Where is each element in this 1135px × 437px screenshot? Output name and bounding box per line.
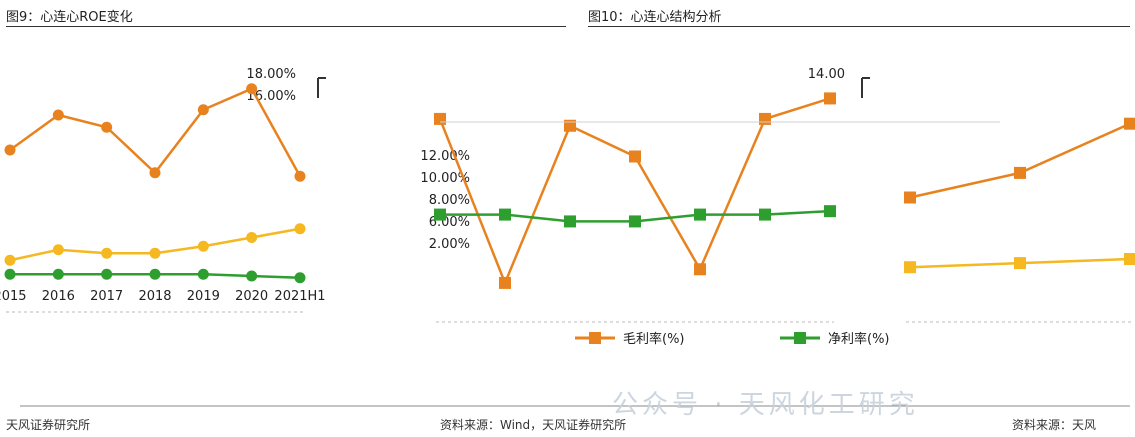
chart-0-category-label: 2019 [187, 289, 220, 304]
chart-0-series-2-point [4, 268, 16, 280]
chart-0-category-label: 2015 [0, 289, 27, 304]
mid-source-note: 资料来源：Wind，天风证券研究所 [440, 418, 627, 432]
chart-0-series-2-point [101, 268, 113, 280]
chart-0-category-label: 2021H1 [274, 289, 325, 304]
chart-0-series-2-point [246, 270, 258, 282]
chart-0-series-2-point [149, 268, 161, 280]
chart-0-series-1-point [101, 247, 113, 259]
legend-1-swatch-marker [794, 332, 806, 344]
chart-1-ytick-label: 8.00% [429, 193, 470, 208]
chart-1-series-1-point [499, 208, 511, 221]
chart-2-series-0-point [1124, 117, 1135, 130]
right-source-note: 资料来源：天风 [1012, 418, 1097, 432]
chart-2-series-1-point [1014, 257, 1026, 270]
left-source-note: 天风证券研究所 [6, 418, 91, 432]
left-title-rule [6, 26, 566, 27]
chart-1-ytick-label: 2.00% [429, 237, 470, 252]
chart-0-series-0-point [4, 144, 16, 156]
watermark-text: 公众号 · 天风化工研究 [612, 390, 919, 420]
right-title-rule [588, 26, 1130, 27]
chart-0-category-label: 2020 [235, 289, 268, 304]
chart-0-series-0-point [246, 83, 258, 95]
chart-1-series-0-line [438, 97, 831, 287]
chart-0-series-0-point [149, 167, 161, 179]
chart-0-series-1-point [4, 254, 16, 266]
chart-1-series-0-point [499, 276, 511, 289]
chart-0-series-2-point [197, 268, 209, 280]
chart-0-series-2-point [52, 268, 64, 280]
chart-2-series-0-point [1014, 166, 1026, 179]
chart-1-ytick-label: 12.00% [420, 149, 470, 164]
chart-0-series-0-point [197, 104, 209, 116]
left-figure-title: 图9：心连心ROE变化 [6, 10, 133, 25]
chart-1-series-0-point [759, 112, 771, 125]
chart-2-series-0-line [909, 122, 1131, 199]
chart-0-series-1-point [246, 232, 258, 243]
chart-1-series-1-point [434, 208, 446, 221]
chart-1-series-1-point [564, 215, 576, 228]
chart-2-series-1-point [904, 261, 916, 274]
chart-0-series-0-point [52, 109, 64, 121]
chart-0-series-1-point [294, 223, 306, 235]
chart-0-category-label: 2018 [138, 289, 171, 304]
chart-0-series-1-point [52, 244, 64, 256]
legend-0-swatch-marker [589, 332, 601, 344]
chart-1-series-0-point [824, 92, 836, 105]
chart-0-category-label: 2016 [42, 289, 75, 304]
legend-0-label: 毛利率(%) [623, 331, 685, 347]
chart-1-series-1-point [824, 205, 836, 218]
chart-1-series-1-point [759, 208, 771, 221]
chart-0-series-1-point [149, 247, 161, 259]
chart-1-series-0-point [694, 263, 706, 276]
chart-0-ytick-label: 18.00% [246, 67, 296, 82]
chart-0-category-label: 2017 [90, 289, 123, 304]
legend-1-label: 净利率(%) [828, 331, 890, 347]
right-figure-title: 图10：心连心结构分析 [588, 10, 722, 25]
chart-0-series-0-point [101, 121, 113, 133]
chart-1-series-0-point [629, 150, 641, 163]
chart-1-series-0-point [564, 119, 576, 132]
chart-0-series-0-point [294, 170, 306, 182]
chart-1-ytick-label: 10.00% [420, 171, 470, 186]
chart-1-series-1-point [694, 208, 706, 221]
chart-2-series-0-point [904, 191, 916, 204]
chart-0-series-1-point [197, 240, 209, 252]
chart-1-series-1-point [629, 215, 641, 228]
chart-2-ytick-label: 14.00 [808, 67, 845, 82]
chart-0-series-2-point [294, 272, 306, 284]
chart-1-series-0-point [434, 112, 446, 125]
chart-2-series-1-point [1124, 253, 1135, 265]
